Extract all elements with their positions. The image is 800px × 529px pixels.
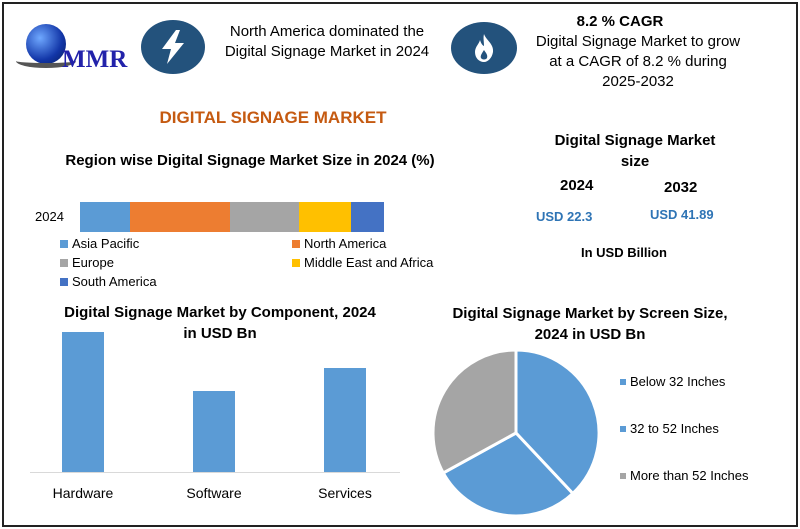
year-2032: 2032 xyxy=(664,179,698,196)
bar-label: Services xyxy=(318,485,372,501)
legend-item: Asia Pacific xyxy=(60,236,139,251)
lightning-icon xyxy=(141,20,205,74)
pie-slice xyxy=(441,431,575,518)
pie-legend-item: More than 52 Inches xyxy=(620,468,749,483)
region-year-label: 2024 xyxy=(35,209,64,224)
legend-item: South America xyxy=(60,274,157,289)
pie-slice xyxy=(431,348,518,476)
legend-label: More than 52 Inches xyxy=(630,468,749,483)
component-axis xyxy=(30,472,400,473)
legend-label: Middle East and Africa xyxy=(304,255,434,270)
pie-legend-item: 32 to 52 Inches xyxy=(620,421,719,436)
value-2024: USD 22.3 xyxy=(536,209,593,224)
legend-swatch xyxy=(620,472,626,479)
mmr-logo: MMR xyxy=(14,20,134,78)
legend-swatch xyxy=(60,258,68,267)
legend-label: Europe xyxy=(72,255,114,270)
value-2032: USD 41.89 xyxy=(650,207,714,222)
segment-south-america xyxy=(350,202,384,232)
legend-label: North America xyxy=(304,236,387,251)
component-chart-title: Digital Signage Market by Component, 202… xyxy=(64,304,376,342)
cagr-text: Digital Signage Market to grow at a CAGR… xyxy=(535,33,741,90)
legend-item: Middle East and Africa xyxy=(292,255,433,270)
segment-north-america xyxy=(130,202,231,232)
pie-legend-item: Below 32 Inches xyxy=(620,374,725,389)
legend-item: North America xyxy=(292,236,386,251)
screen-chart-title: Digital Signage Market by Screen Size, 2… xyxy=(452,305,728,343)
legend-swatch xyxy=(292,239,300,248)
legend-swatch xyxy=(620,425,626,432)
cagr-title: 8.2 % CAGR xyxy=(576,13,664,30)
legend-label: Asia Pacific xyxy=(72,236,140,251)
bar-label: Hardware xyxy=(52,485,114,501)
bar-software xyxy=(193,390,235,472)
legend-label: South America xyxy=(72,274,157,289)
pie-slice xyxy=(514,348,601,496)
bar-hardware xyxy=(62,332,104,472)
legend-label: Below 32 Inches xyxy=(630,374,726,389)
unit-label: In USD Billion xyxy=(581,245,667,260)
north-america-note: North America dominated the Digital Sign… xyxy=(224,23,430,60)
market-size-title: Digital Signage Market size xyxy=(554,132,716,170)
logo-text: MMR xyxy=(62,46,128,73)
legend-label: 32 to 52 Inches xyxy=(630,421,719,436)
page-title: DIGITAL SIGNAGE MARKET xyxy=(159,108,387,127)
bar-label: Software xyxy=(186,485,242,501)
legend-item: Europe xyxy=(60,255,114,270)
flame-icon xyxy=(451,22,517,74)
segment-asia-pacific xyxy=(80,202,131,232)
region-chart-title: Region wise Digital Signage Market Size … xyxy=(65,152,435,169)
legend-swatch xyxy=(60,239,68,248)
year-2024: 2024 xyxy=(560,177,594,194)
legend-swatch xyxy=(292,258,300,267)
legend-swatch xyxy=(620,378,626,385)
bar-services xyxy=(324,368,366,472)
segment-europe xyxy=(230,202,299,232)
legend-swatch xyxy=(60,277,68,286)
screen-pie-chart xyxy=(431,348,601,518)
segment-middle-east-and-africa xyxy=(298,202,351,232)
region-stacked-bar xyxy=(80,202,384,232)
